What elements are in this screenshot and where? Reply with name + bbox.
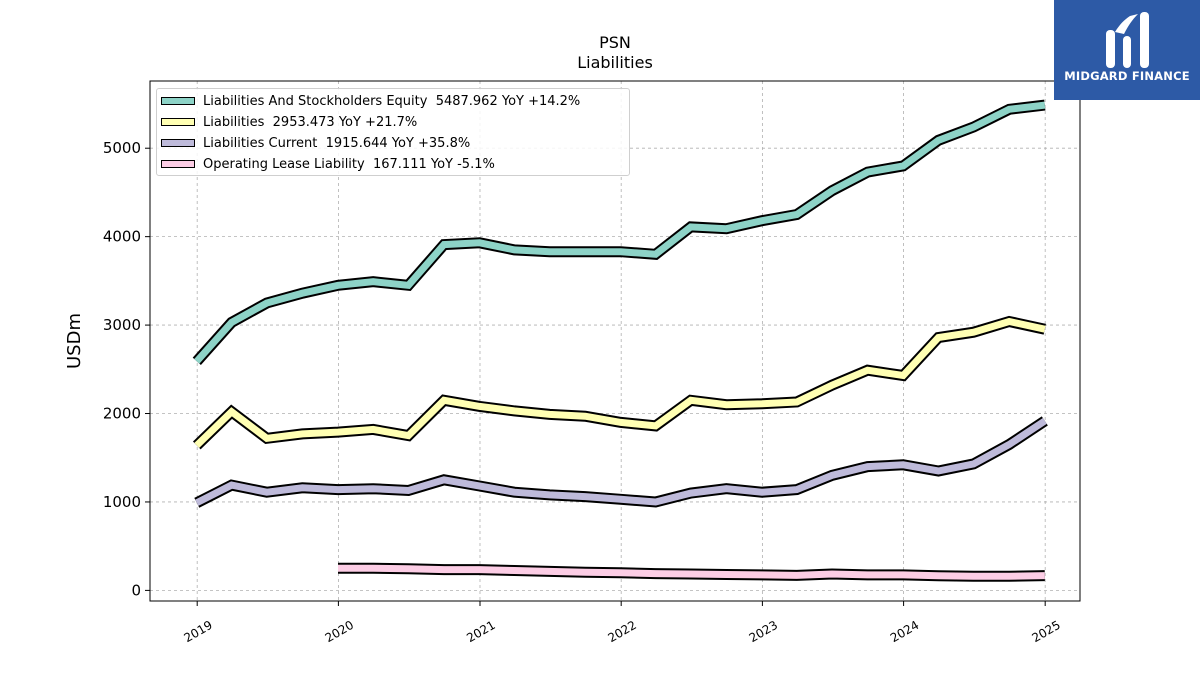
series-line-operating-lease-liability [338, 564, 1045, 580]
logo-text: MIDGARD FINANCE [1064, 69, 1190, 83]
chart-legend: Liabilities And Stockholders Equity 5487… [156, 88, 630, 176]
legend-item-liabilities: Liabilities 2953.473 YoY +21.7% [161, 113, 417, 131]
legend-item-liabilities-and-stockholders-equity: Liabilities And Stockholders Equity 5487… [161, 92, 580, 110]
chart-title: PSN [599, 33, 631, 52]
midgard-m-logo-icon [1106, 12, 1149, 68]
series-line-liabilities-and-stockholders-equity [194, 101, 1046, 364]
midgard-finance-logo: MIDGARD FINANCE [1054, 0, 1200, 100]
y-tick-label: 3000 [103, 316, 141, 334]
y-tick-label: 0 [131, 581, 141, 599]
y-axis-label: USDm [64, 313, 85, 369]
legend-label: Liabilities And Stockholders Equity 5487… [203, 93, 581, 109]
x-tick-label: 2020 [323, 618, 356, 645]
y-tick-label: 1000 [103, 493, 141, 511]
y-tick-label: 4000 [103, 228, 141, 246]
x-tick-label: 2021 [464, 618, 497, 645]
legend-swatch [161, 118, 195, 126]
legend-label: Liabilities Current 1915.644 YoY +35.8% [203, 135, 471, 151]
y-tick-label: 2000 [103, 405, 141, 423]
x-tick-label: 2022 [605, 618, 638, 645]
legend-item-operating-lease-liability: Operating Lease Liability 167.111 YoY -5… [161, 155, 495, 173]
series-line-liabilities-current [195, 417, 1047, 506]
x-ticks: 2019 2020 2021 2022 2023 2024 2025 [181, 601, 1063, 645]
series-line-liabilities [194, 317, 1046, 448]
x-tick-label: 2023 [747, 618, 780, 645]
chart-subtitle: Liabilities [577, 53, 653, 72]
x-tick-label: 2025 [1029, 618, 1062, 645]
plot-frame [149, 80, 1081, 602]
legend-label: Operating Lease Liability 167.111 YoY -5… [203, 156, 495, 172]
legend-swatch [161, 97, 195, 105]
y-ticks: 0 1000 2000 3000 4000 5000 [103, 139, 150, 599]
x-tick-label: 2024 [888, 618, 921, 645]
legend-label: Liabilities 2953.473 YoY +21.7% [203, 114, 418, 130]
legend-item-liabilities-current: Liabilities Current 1915.644 YoY +35.8% [161, 134, 470, 152]
x-tick-label: 2019 [181, 618, 214, 645]
legend-swatch [161, 160, 195, 168]
y-tick-label: 5000 [103, 139, 141, 157]
series-lines [192, 99, 1048, 582]
legend-swatch [161, 139, 195, 147]
